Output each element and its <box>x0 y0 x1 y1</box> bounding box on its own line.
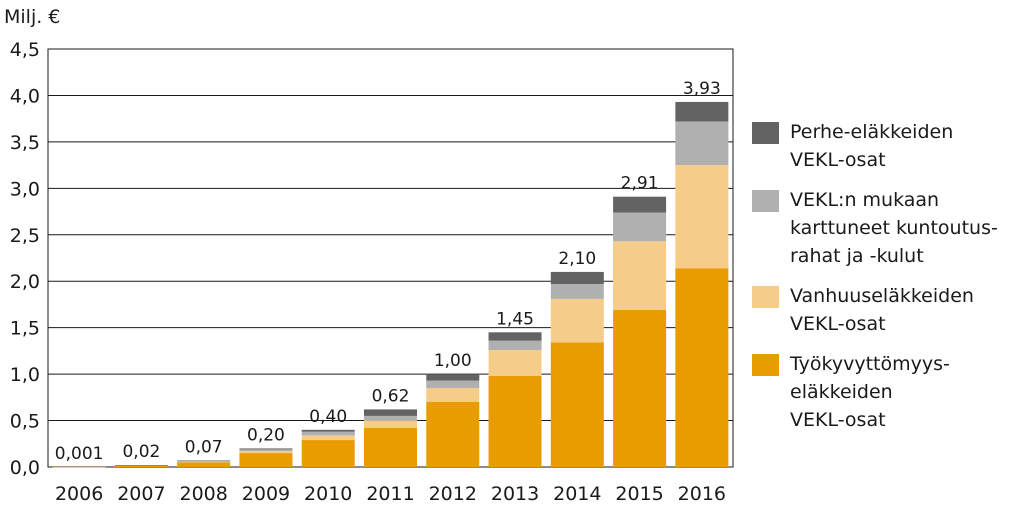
bar-segment <box>675 101 729 122</box>
bar-segment <box>114 465 168 467</box>
bar-segment <box>301 431 355 436</box>
bar-segment <box>550 271 604 285</box>
legend-label: VEKL:n mukaan karttuneet kuntoutus- raha… <box>790 189 998 267</box>
bar-segment <box>177 460 231 462</box>
y-axis-unit-label: Milj. € <box>4 6 61 28</box>
bar-segment <box>364 409 417 416</box>
y-tick-label: 3,0 <box>10 178 40 200</box>
legend-item: VEKL:n mukaan karttuneet kuntoutus- raha… <box>752 186 1022 270</box>
bar-segment <box>675 121 729 166</box>
y-tick-label: 4,5 <box>10 39 40 61</box>
bar-total-label: 0,02 <box>122 442 160 462</box>
y-tick-label: 3,5 <box>10 132 40 154</box>
bar-total-label: 0,62 <box>372 386 410 406</box>
bar-segment <box>613 310 667 467</box>
y-tick-label: 1,0 <box>10 364 40 386</box>
x-tick-label: 2008 <box>180 483 228 505</box>
bar-segment <box>550 342 604 467</box>
legend-label: Vanhuuseläkkeiden VEKL-osat <box>790 285 974 335</box>
y-tick-label: 1,5 <box>10 318 40 340</box>
bar-segment <box>239 449 293 452</box>
bar-segment <box>426 401 480 467</box>
x-tick-label: 2011 <box>366 483 414 505</box>
y-tick-label: 0,0 <box>10 457 40 479</box>
bar-segment <box>613 196 667 213</box>
legend-label: Perhe-eläkkeiden VEKL-osat <box>790 121 954 171</box>
bar-total-label: 0,40 <box>309 407 347 427</box>
bar-segment <box>177 462 231 467</box>
bar-segment <box>301 440 355 467</box>
legend-label: Työkyvyttömyys- eläkkeiden VEKL-osat <box>790 353 950 431</box>
y-tick-label: 4,0 <box>10 85 40 107</box>
x-tick-label: 2015 <box>615 483 663 505</box>
bar-total-label: 2,91 <box>621 174 659 194</box>
bar-total-label: 3,93 <box>683 79 721 99</box>
legend-item: Vanhuuseläkkeiden VEKL-osat <box>752 282 1022 338</box>
bar-total-label: 2,10 <box>558 249 596 269</box>
bar-segment <box>488 349 542 376</box>
legend-item: Perhe-eläkkeiden VEKL-osat <box>752 118 1022 174</box>
bar-total-label: 1,00 <box>434 351 472 371</box>
bar-total-label: 0,07 <box>185 437 223 457</box>
legend-swatch <box>752 190 779 212</box>
bar-segment <box>488 332 542 341</box>
bar-segment <box>239 451 293 454</box>
bar-segment <box>364 415 417 421</box>
bar-total-label: 1,45 <box>496 309 534 329</box>
bar-segment <box>488 375 542 467</box>
bar-segment <box>613 241 667 311</box>
bar-segment <box>675 165 729 269</box>
x-tick-label: 2009 <box>242 483 290 505</box>
x-tick-label: 2014 <box>553 483 601 505</box>
x-tick-label: 2006 <box>55 483 103 505</box>
legend-swatch <box>752 122 779 144</box>
bar-segment <box>675 268 729 467</box>
y-tick-label: 0,5 <box>10 411 40 433</box>
bar-total-label: 0,001 <box>55 444 104 464</box>
x-tick-label: 2012 <box>429 483 477 505</box>
legend-item: Työkyvyttömyys- eläkkeiden VEKL-osat <box>752 350 1022 434</box>
bar-segment <box>364 427 417 467</box>
x-tick-label: 2013 <box>491 483 539 505</box>
bar-segment <box>301 429 355 432</box>
bar-segment <box>613 212 667 242</box>
bar-segment <box>364 420 417 428</box>
x-tick-label: 2007 <box>117 483 165 505</box>
bar-segment <box>177 460 231 462</box>
bar-segment <box>301 435 355 441</box>
bar-segment <box>239 448 293 450</box>
legend-swatch <box>752 286 779 308</box>
legend-swatch <box>752 354 779 376</box>
bar-segment <box>52 466 106 468</box>
bar-segment <box>426 388 480 402</box>
y-tick-label: 2,0 <box>10 271 40 293</box>
bar-segment <box>550 284 604 299</box>
bar-segment <box>426 374 480 381</box>
bar-segment <box>550 298 604 343</box>
bar-segment <box>239 453 293 467</box>
y-tick-label: 2,5 <box>10 225 40 247</box>
chart-legend: Perhe-eläkkeiden VEKL-osat VEKL:n mukaan … <box>752 118 1022 446</box>
bar-segment <box>426 380 480 389</box>
bar-segment <box>177 461 231 463</box>
bar-segment <box>114 465 168 466</box>
x-tick-label: 2016 <box>678 483 726 505</box>
bar-total-label: 0,20 <box>247 425 285 445</box>
bar-segment <box>488 340 542 350</box>
x-tick-label: 2010 <box>304 483 352 505</box>
